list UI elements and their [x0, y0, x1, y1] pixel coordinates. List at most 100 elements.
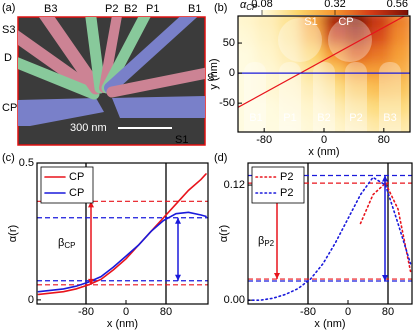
- annotation-sub: CP: [64, 241, 75, 250]
- heatmap-cell: [323, 16, 348, 30]
- heatmap-cell: [390, 16, 410, 30]
- arrow-head: [382, 175, 388, 182]
- heatmap-cell: [238, 27, 258, 48]
- colorbar-tick-label: 0.32: [324, 0, 345, 10]
- heatmap-cell: [390, 45, 410, 66]
- annotation: βCP: [58, 237, 75, 250]
- heatmap-cell: [367, 117, 393, 132]
- heatmap-cell: [278, 27, 303, 48]
- heatmap-layer: [238, 16, 410, 132]
- heatmap-cell: [238, 45, 258, 66]
- plot-frame: [247, 162, 413, 305]
- heatmap-cell: [255, 27, 281, 48]
- device-label: B3: [44, 3, 57, 15]
- heatmap-cell: [390, 27, 410, 48]
- gate-label: S1: [304, 16, 317, 28]
- heatmap-cell: [390, 99, 410, 120]
- series-line: [37, 173, 207, 296]
- heatmap-cell: [345, 45, 370, 66]
- heatmap-cell: [238, 117, 258, 132]
- series-line: [248, 176, 412, 301]
- colorbar-label-main: α: [240, 0, 247, 11]
- plot-layer: [37, 163, 208, 304]
- x-tick-label: 80: [160, 306, 172, 318]
- y-tick-label: 0: [229, 67, 235, 79]
- x-tick-label: -80: [78, 306, 94, 318]
- heatmap-cell: [255, 117, 281, 132]
- heatmap-cell: [345, 16, 370, 30]
- panel-label: (a): [2, 2, 15, 14]
- cut-line: [238, 16, 406, 108]
- x-tick-label: -80: [300, 306, 316, 318]
- legend-box: [251, 166, 305, 204]
- x-tick-label: -80: [256, 134, 272, 146]
- panel-label: (c): [2, 152, 15, 164]
- arrow-head: [274, 273, 280, 280]
- device-label: P1: [146, 3, 159, 15]
- device-label: S: [207, 72, 214, 84]
- heatmap-cell: [390, 117, 410, 132]
- series-line: [359, 181, 412, 273]
- heatmap-cell: [278, 117, 303, 132]
- y-tick-label: 0.12: [224, 179, 245, 191]
- heatmap-cell: [367, 99, 393, 120]
- heatmap-cell: [278, 99, 303, 120]
- legend-label: P2: [280, 171, 293, 183]
- x-tick-label: 80: [378, 134, 390, 146]
- arrow-head: [175, 217, 181, 224]
- heatmap-cell: [367, 81, 393, 102]
- line-layer: [238, 16, 410, 108]
- arrow-head: [88, 278, 94, 285]
- gate-label: B2: [317, 112, 330, 124]
- gate-label: B3: [383, 112, 396, 124]
- heatmap-cell: [323, 99, 348, 120]
- heatmap-cell: [367, 45, 393, 66]
- device-label: P2: [105, 3, 118, 15]
- heatmap-cell: [278, 16, 303, 30]
- device-label: S3: [2, 24, 15, 36]
- scale-bar-label: 300 nm: [70, 122, 107, 134]
- y-axis-label: α(r): [218, 225, 230, 242]
- colorbar-tick-label: 0.08: [251, 0, 272, 10]
- legend-label: CP: [69, 171, 84, 183]
- heatmap-cell: [300, 81, 325, 102]
- device-label: B2: [124, 3, 137, 15]
- gate-label: P1: [283, 112, 296, 124]
- y-axis-label: α(r): [7, 225, 19, 242]
- colorbar-label-sub: CP: [246, 3, 258, 12]
- device-label: B1: [188, 3, 201, 15]
- annotation-sub: P2: [264, 239, 274, 248]
- panel-label: (b): [214, 2, 227, 14]
- colorbar-label: αCP: [240, 0, 258, 12]
- legend-label: CP: [69, 187, 84, 199]
- arrow-head: [382, 274, 388, 281]
- heatmap-cell: [255, 45, 281, 66]
- x-tick-label: 0: [321, 134, 327, 146]
- heatmap-cell: [255, 16, 281, 30]
- heatmap-cell: [238, 16, 258, 30]
- arrow-head: [88, 201, 94, 208]
- legend-box: [40, 166, 94, 204]
- heatmap-cell: [367, 27, 393, 48]
- heatmap-cell: [323, 117, 348, 132]
- gate-label: CP: [338, 16, 353, 28]
- heatmap-cell: [345, 99, 370, 120]
- gate-overlay: [244, 18, 401, 132]
- heatmap-cell: [238, 81, 258, 102]
- x-tick-label: 80: [382, 306, 394, 318]
- y-tick-label: 0.5: [19, 157, 34, 169]
- y-tick-label: 0: [28, 294, 34, 306]
- heatmap-cell: [300, 16, 325, 30]
- heatmap-cell: [345, 81, 370, 102]
- heatmap-cell: [345, 117, 370, 132]
- sem-image: [17, 16, 206, 146]
- legend-label: P2: [280, 187, 293, 199]
- heatmap-cell: [390, 81, 410, 102]
- y-tick-label: 50: [223, 37, 235, 49]
- y-tick-label: 0.00: [224, 294, 245, 306]
- annotation-main: β: [58, 237, 64, 249]
- gate-label: P2: [349, 112, 362, 124]
- y-axis-label: y (nm): [208, 58, 220, 89]
- y-tick-label: -50: [219, 97, 235, 109]
- heatmap-cell: [300, 99, 325, 120]
